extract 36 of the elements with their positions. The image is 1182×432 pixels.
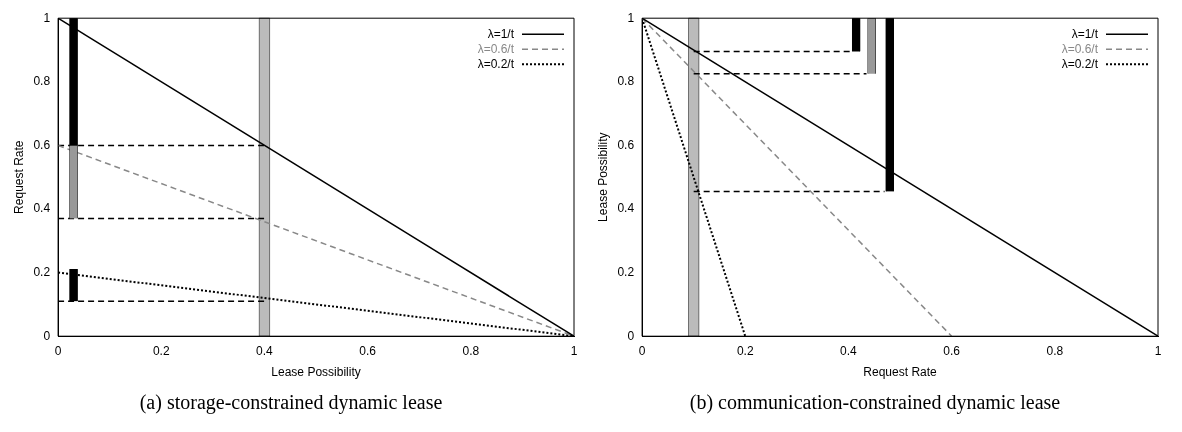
x-tick-label: 0.8 xyxy=(462,343,480,358)
legend-label: λ=0.2/t xyxy=(1061,56,1099,71)
legend-label: λ=0.6/t xyxy=(1061,41,1099,56)
x-axis-title: Lease Possibility xyxy=(271,365,361,380)
x-axis-title: Request Rate xyxy=(863,365,938,380)
x-tick-label: 0.8 xyxy=(1046,343,1064,358)
y-axis-title: Request Rate xyxy=(11,140,26,214)
y-tick-label: 0.6 xyxy=(33,137,51,152)
text: (a) storage-constrained dynamic lease xyxy=(139,391,443,415)
legend-label: λ=0.6/t xyxy=(477,41,515,56)
y-tick-label: 0 xyxy=(627,328,635,343)
legend-label: λ=1/t xyxy=(487,26,515,41)
x-tick-label: 0.4 xyxy=(256,343,274,358)
y-tick-label: 0.8 xyxy=(33,74,51,89)
legend-label: λ=0.2/t xyxy=(477,56,515,71)
x-tick-label: 0 xyxy=(638,343,646,358)
y-tick-label: 1 xyxy=(627,10,635,25)
y-tick-label: 0.4 xyxy=(33,201,51,216)
x-tick-label: 0.2 xyxy=(736,343,754,358)
x-tick-label: 0.6 xyxy=(943,343,961,358)
y-axis-title: Lease Possibility xyxy=(595,132,610,222)
y-tick-label: 0.2 xyxy=(33,264,51,279)
legend-label: λ=1/t xyxy=(1071,26,1099,41)
x-tick-label: 1 xyxy=(1154,343,1162,358)
y-tick-label: 0.4 xyxy=(617,201,635,216)
x-tick-label: 1 xyxy=(570,343,578,358)
text: (b) communication-constrained dynamic lease xyxy=(689,391,1061,415)
y-tick-label: 0.2 xyxy=(617,264,635,279)
x-tick-label: 0.6 xyxy=(359,343,377,358)
x-tick-label: 0.2 xyxy=(152,343,170,358)
x-tick-label: 0.4 xyxy=(840,343,858,358)
x-tick-label: 0 xyxy=(54,343,62,358)
y-tick-label: 0 xyxy=(43,328,51,343)
y-tick-label: 1 xyxy=(43,10,51,25)
y-tick-label: 0.8 xyxy=(617,74,635,89)
y-tick-label: 0.6 xyxy=(617,137,635,152)
